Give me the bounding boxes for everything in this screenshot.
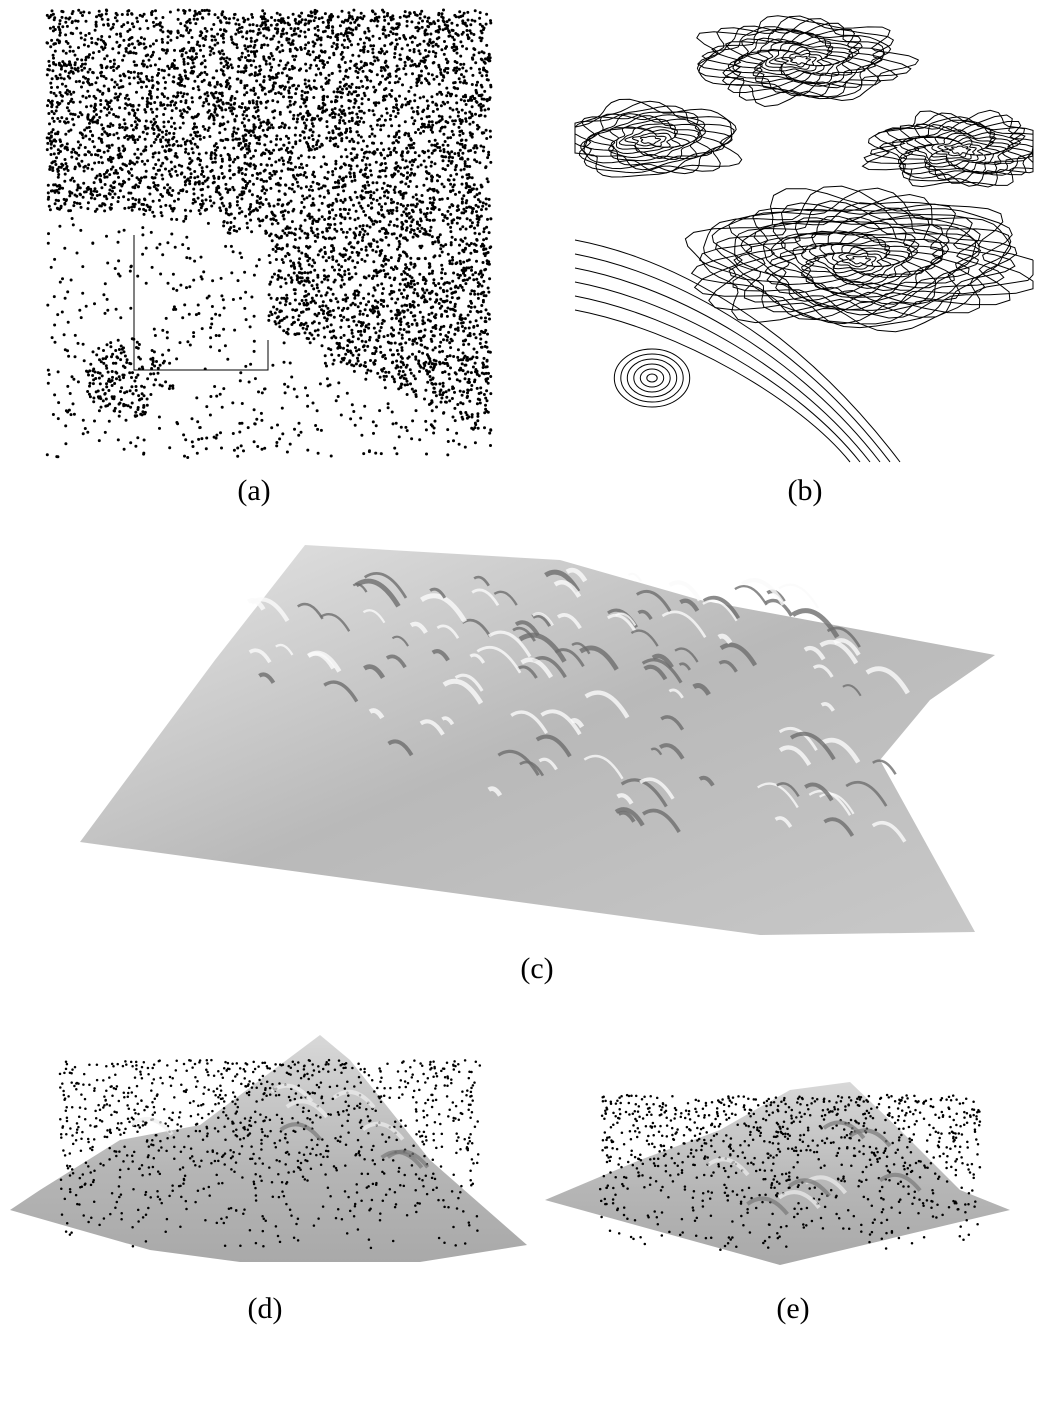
terrain-points-e (545, 1082, 1010, 1265)
terrain-points-d (10, 1035, 527, 1262)
terrain-render (80, 545, 995, 935)
caption: (d) (248, 1292, 283, 1325)
ridge (735, 586, 767, 605)
caption: (e) (776, 1292, 809, 1325)
caption: (a) (237, 474, 270, 507)
terrain-surface (10, 1035, 527, 1262)
caption: (c) (520, 952, 553, 985)
dot-map (45, 8, 493, 460)
figure: (a) (b) (c) (d) (e) (0, 0, 1058, 1405)
page: (a) (b) (c) (d) (e) (() => { const data … (0, 0, 1058, 1405)
contour-map (575, 8, 1033, 462)
caption: (b) (788, 474, 823, 507)
